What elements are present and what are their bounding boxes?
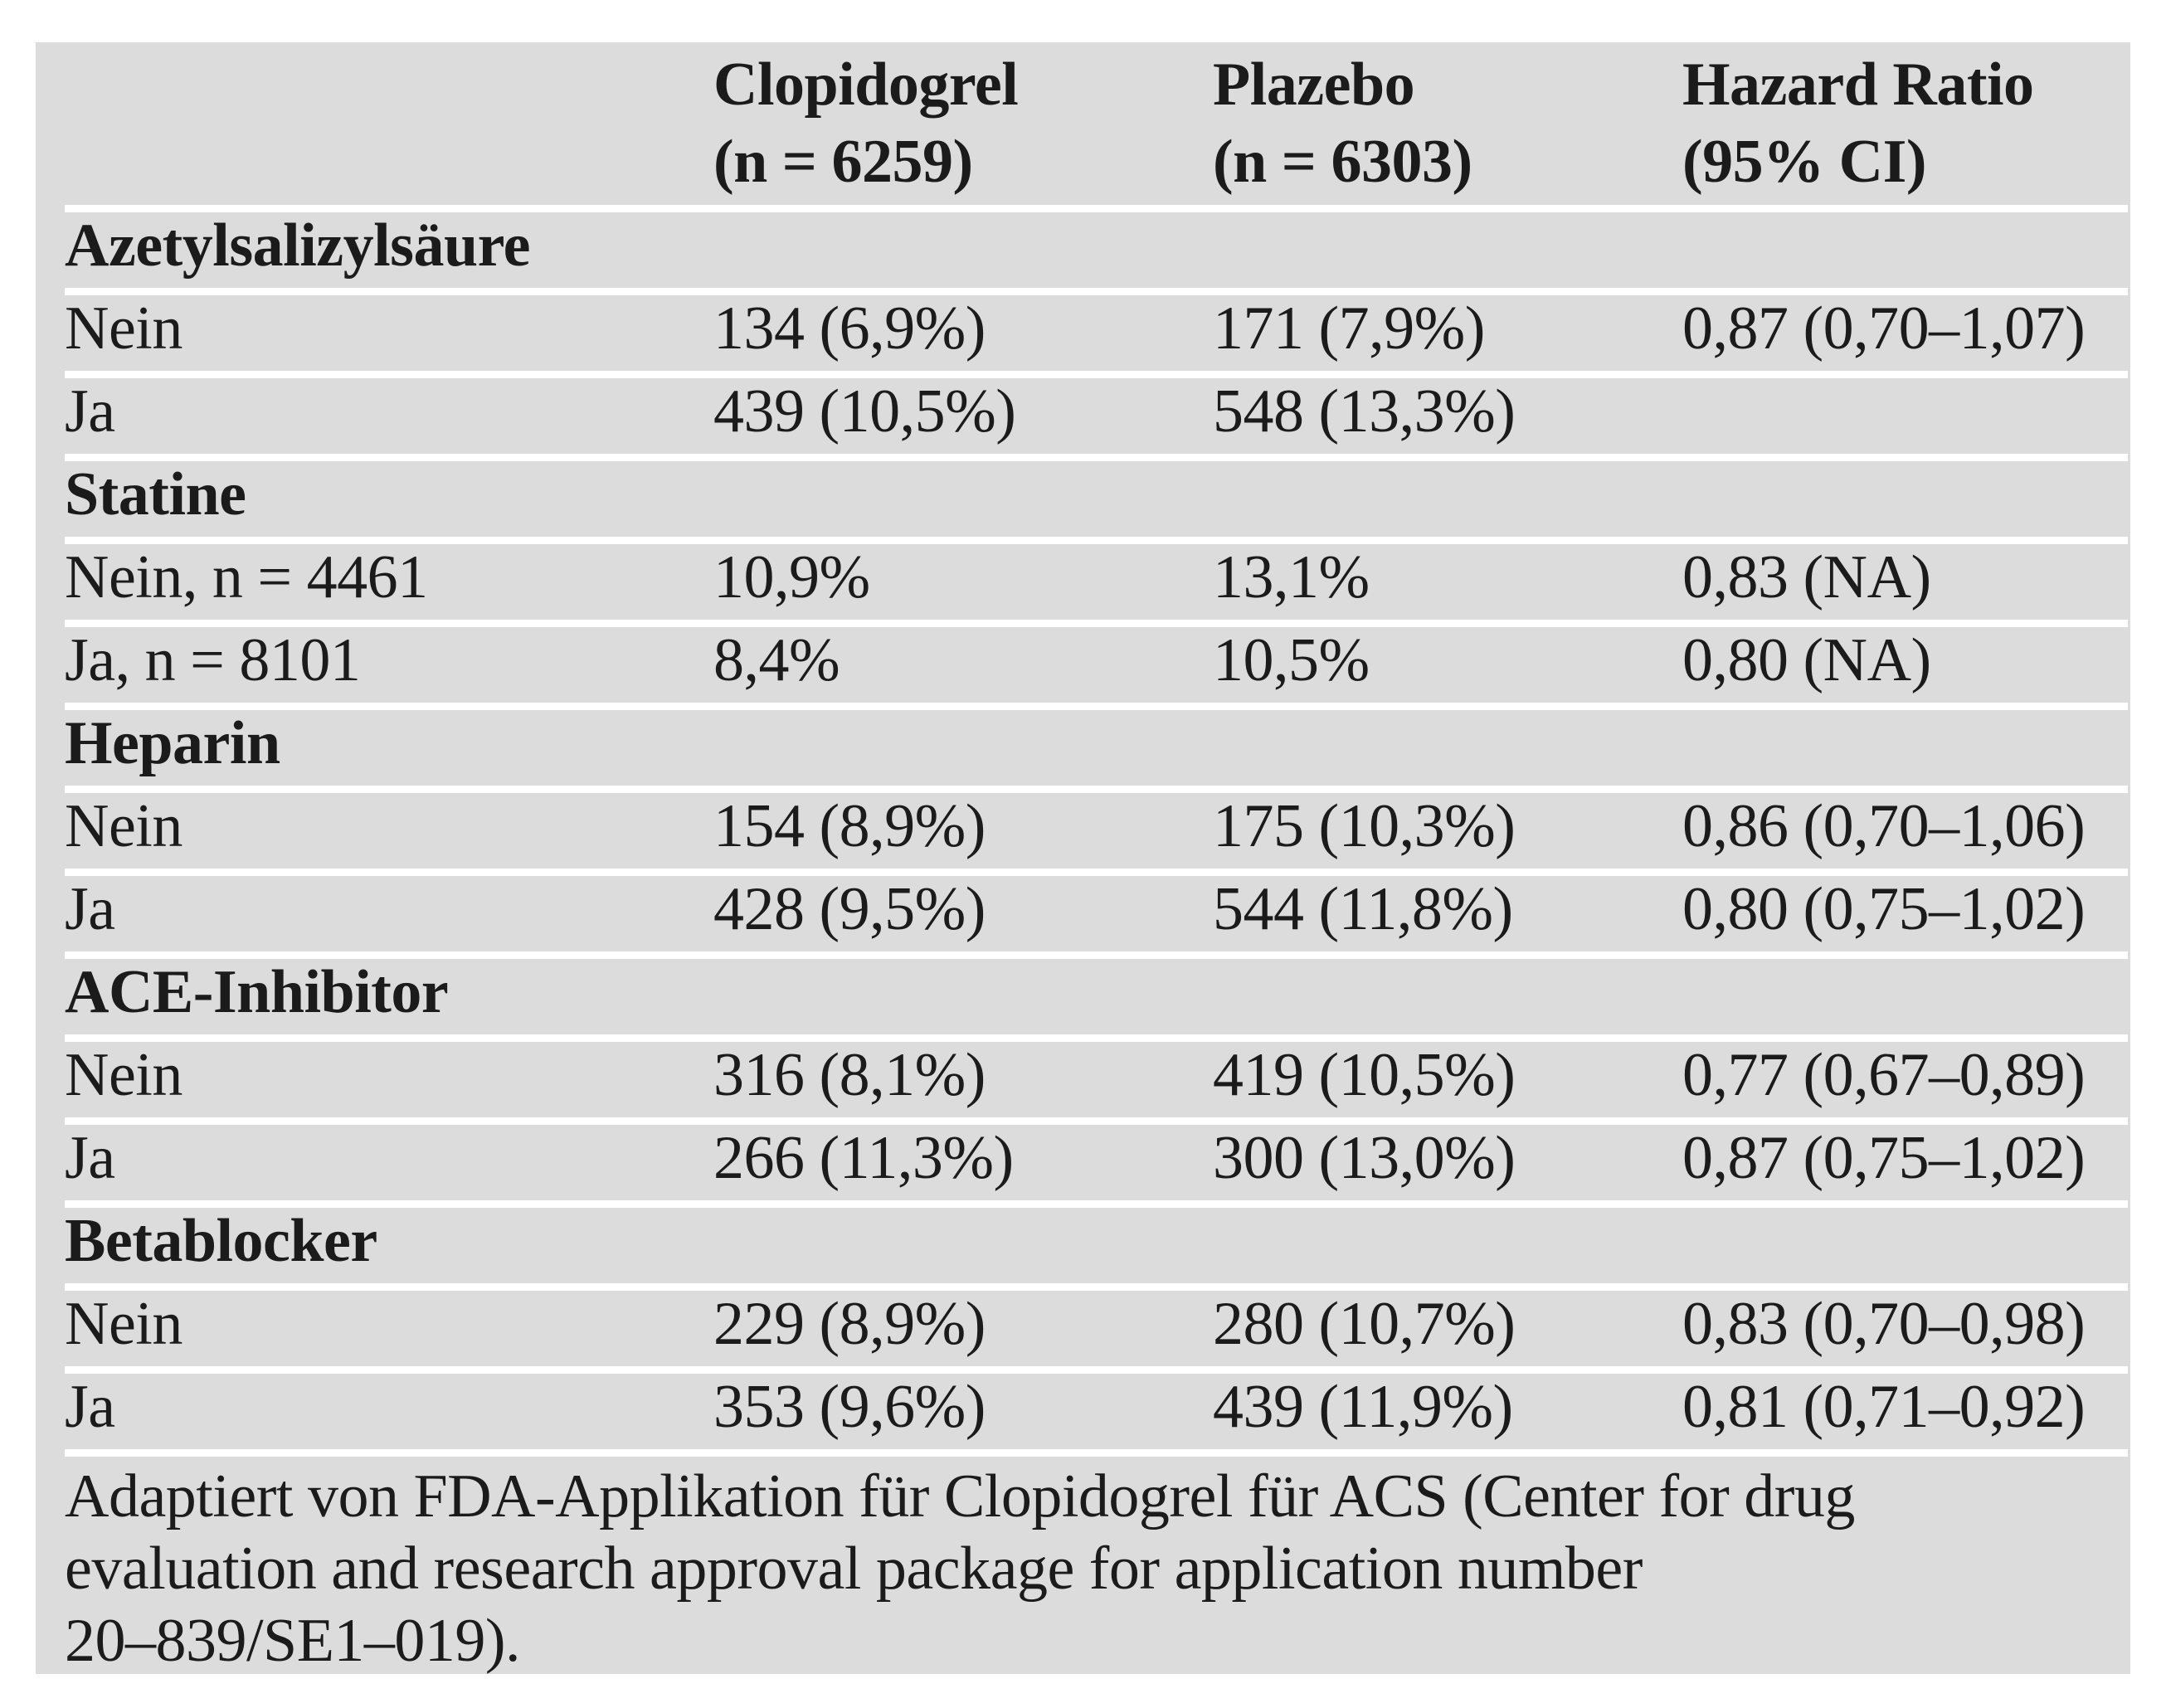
footnote-row: Adaptiert von FDA-Applikation für Clopid… — [65, 1449, 2130, 1677]
cell-clopidogrel: 316 (8,1%) — [713, 1041, 986, 1110]
section-row-statine: Statine — [65, 454, 2130, 537]
table-row: Nein 134 (6,9%) 171 (7,9%) 0,87 (0,70–1,… — [65, 288, 2130, 371]
header-col-hazard-ratio: Hazard Ratio (95% CI) — [1682, 50, 2034, 196]
cell-clopidogrel: 353 (9,6%) — [713, 1373, 986, 1442]
cell-hazard-ratio: 0,87 (0,75–1,02) — [1682, 1124, 2086, 1193]
cell-plazebo: 544 (11,8%) — [1213, 875, 1513, 944]
cell-plazebo: 280 (10,7%) — [1213, 1290, 1516, 1359]
cell-plazebo: 13,1% — [1213, 543, 1370, 612]
row-label: Ja — [65, 875, 115, 944]
cell-hazard-ratio: 0,81 (0,71–0,92) — [1682, 1373, 2086, 1442]
table-row: Nein 229 (8,9%) 280 (10,7%) 0,83 (0,70–0… — [65, 1283, 2130, 1366]
row-label: Nein — [65, 1290, 183, 1359]
cell-plazebo: 419 (10,5%) — [1213, 1041, 1516, 1110]
section-title: Betablocker — [65, 1207, 377, 1276]
cell-plazebo: 171 (7,9%) — [1213, 294, 1485, 363]
cell-clopidogrel: 229 (8,9%) — [713, 1290, 986, 1359]
row-label: Ja, n = 8101 — [65, 626, 361, 695]
section-row-betablocker: Betablocker — [65, 1200, 2130, 1283]
row-label: Ja — [65, 1124, 115, 1193]
header-row: Clopidogrel (n = 6259) Plazebo (n = 6303… — [65, 42, 2130, 205]
cell-hazard-ratio: 0,80 (NA) — [1682, 626, 1931, 695]
clinical-outcomes-table: Clopidogrel (n = 6259) Plazebo (n = 6303… — [36, 42, 2130, 1677]
cell-hazard-ratio: 0,77 (0,67–0,89) — [1682, 1041, 2086, 1110]
table-row: Ja 353 (9,6%) 439 (11,9%) 0,81 (0,71–0,9… — [65, 1366, 2130, 1449]
cell-plazebo: 300 (13,0%) — [1213, 1124, 1516, 1193]
cell-clopidogrel: 439 (10,5%) — [713, 377, 1016, 446]
table-row: Ja 428 (9,5%) 544 (11,8%) 0,80 (0,75–1,0… — [65, 869, 2130, 951]
section-row-heparin: Heparin — [65, 703, 2130, 786]
cell-plazebo: 439 (11,9%) — [1213, 1373, 1513, 1442]
cell-clopidogrel: 134 (6,9%) — [713, 294, 986, 363]
section-title: Azetylsalizylsäure — [65, 212, 530, 280]
table-row: Nein 154 (8,9%) 175 (10,3%) 0,86 (0,70–1… — [65, 786, 2130, 869]
section-row-ace-inhibitor: ACE-Inhibitor — [65, 951, 2130, 1034]
row-label: Ja — [65, 377, 115, 446]
section-title: Statine — [65, 460, 246, 529]
row-label: Nein — [65, 792, 183, 861]
row-label: Nein — [65, 294, 183, 363]
cell-plazebo: 10,5% — [1213, 626, 1370, 695]
row-label: Nein, n = 4461 — [65, 543, 428, 612]
cell-hazard-ratio: 0,80 (0,75–1,02) — [1682, 875, 2086, 944]
table-row: Ja, n = 8101 8,4% 10,5% 0,80 (NA) — [65, 620, 2130, 703]
footnote-text: Adaptiert von FDA-Applikation für Clopid… — [65, 1462, 1855, 1675]
header-col-clopidogrel: Clopidogrel (n = 6259) — [713, 50, 1019, 196]
table-row: Ja 439 (10,5%) 548 (13,3%) — [65, 371, 2130, 454]
cell-clopidogrel: 8,4% — [713, 626, 840, 695]
section-title: ACE-Inhibitor — [65, 958, 449, 1027]
cell-plazebo: 175 (10,3%) — [1213, 792, 1516, 861]
cell-clopidogrel: 266 (11,3%) — [713, 1124, 1014, 1193]
cell-clopidogrel: 154 (8,9%) — [713, 792, 986, 861]
cell-clopidogrel: 428 (9,5%) — [713, 875, 986, 944]
section-title: Heparin — [65, 709, 280, 778]
cell-hazard-ratio: 0,83 (0,70–0,98) — [1682, 1290, 2086, 1359]
cell-clopidogrel: 10,9% — [713, 543, 870, 612]
section-row-azetylsalizylsaeure: Azetylsalizylsäure — [65, 205, 2130, 288]
header-col-plazebo: Plazebo (n = 6303) — [1213, 50, 1472, 196]
table-row: Ja 266 (11,3%) 300 (13,0%) 0,87 (0,75–1,… — [65, 1117, 2130, 1200]
table-row: Nein 316 (8,1%) 419 (10,5%) 0,77 (0,67–0… — [65, 1034, 2130, 1117]
cell-plazebo: 548 (13,3%) — [1213, 377, 1516, 446]
row-label: Ja — [65, 1373, 115, 1442]
cell-hazard-ratio: 0,86 (0,70–1,06) — [1682, 792, 2086, 861]
cell-hazard-ratio: 0,83 (NA) — [1682, 543, 1931, 612]
cell-hazard-ratio: 0,87 (0,70–1,07) — [1682, 294, 2086, 363]
row-label: Nein — [65, 1041, 183, 1110]
table-row: Nein, n = 4461 10,9% 13,1% 0,83 (NA) — [65, 537, 2130, 620]
